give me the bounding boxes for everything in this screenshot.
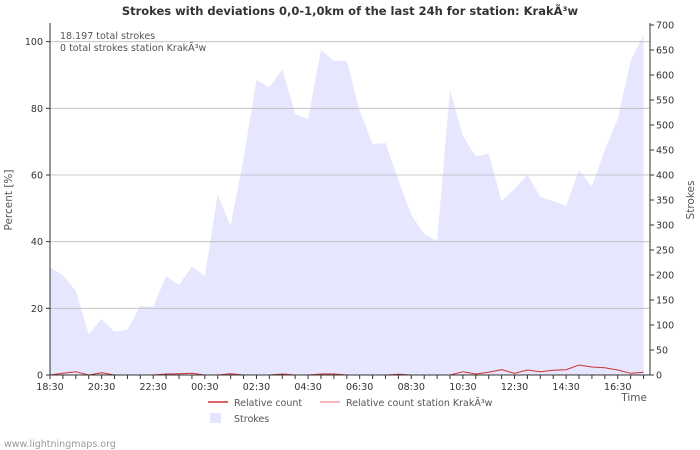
total-strokes-annotation: 18.197 total strokes: [60, 31, 155, 42]
y-right-tick-label: 500: [656, 121, 674, 132]
y-left-tick-label: 80: [31, 104, 43, 115]
x-tick-label: 22:30: [140, 382, 167, 393]
y-left-tick-label: 20: [31, 304, 43, 315]
y-right-tick-label: 450: [656, 146, 674, 157]
x-tick-label: 20:30: [88, 382, 115, 393]
x-tick-label: 16:30: [604, 382, 631, 393]
x-tick-label: 10:30: [449, 382, 476, 393]
x-tick-label: 04:30: [294, 382, 321, 393]
legend-strokes-swatch: [210, 413, 221, 423]
y-left-tick-label: 100: [25, 37, 43, 48]
x-tick-label: 02:30: [243, 382, 270, 393]
area-layer: [50, 35, 644, 375]
y-right-tick-label: 50: [656, 346, 668, 357]
x-tick-label: 18:30: [36, 382, 63, 393]
y-right-tick-label: 400: [656, 171, 674, 182]
legend-strokes-label: Strokes: [234, 414, 269, 425]
y-right-tick-label: 650: [656, 46, 674, 57]
y-right-tick-label: 700: [656, 21, 674, 32]
x-tick-label: 08:30: [398, 382, 425, 393]
axes-layer: 0 20 40 60 80 100 0 50 100 150 200 250 300 350 400 450 5…: [25, 21, 674, 394]
y-right-tick-label: 150: [656, 296, 674, 307]
y-right-tick-label: 300: [656, 221, 674, 232]
y-right-tick-label: 350: [656, 196, 674, 207]
legend-relative-count-label: Relative count: [234, 398, 302, 409]
x-tick-label: 14:30: [552, 382, 579, 393]
grid-layer: [50, 41, 650, 309]
y-right-tick-label: 0: [656, 371, 662, 382]
y-axis-right-label: Strokes: [685, 181, 697, 220]
y-left-tick-label: 40: [31, 237, 43, 248]
y-right-tick-label: 100: [656, 321, 674, 332]
x-axis-label: Time: [620, 392, 647, 404]
y-right-tick-label: 200: [656, 271, 674, 282]
legend-relative-count-station-label: Relative count station KrakÃ³w: [346, 398, 493, 409]
y-left-tick-label: 0: [37, 371, 43, 382]
x-tick-label: 06:30: [346, 382, 373, 393]
y-axis-left-label: Percent [%]: [3, 169, 15, 230]
y-right-tick-label: 250: [656, 246, 674, 257]
strokes-area: [50, 35, 644, 375]
station-strokes-annotation: 0 total strokes station KrakÃ³w: [60, 43, 206, 54]
x-tick-label: 12:30: [501, 382, 528, 393]
y-right-tick-label: 600: [656, 71, 674, 82]
legend: Relative count Relative count station Kr…: [208, 398, 493, 425]
y-left-tick-label: 60: [31, 171, 43, 182]
y-right-tick-label: 550: [656, 96, 674, 107]
footer-credit: www.lightningmaps.org: [4, 439, 116, 450]
chart-title: Strokes with deviations 0,0-1,0km of the…: [122, 3, 579, 18]
x-tick-label: 00:30: [191, 382, 218, 393]
